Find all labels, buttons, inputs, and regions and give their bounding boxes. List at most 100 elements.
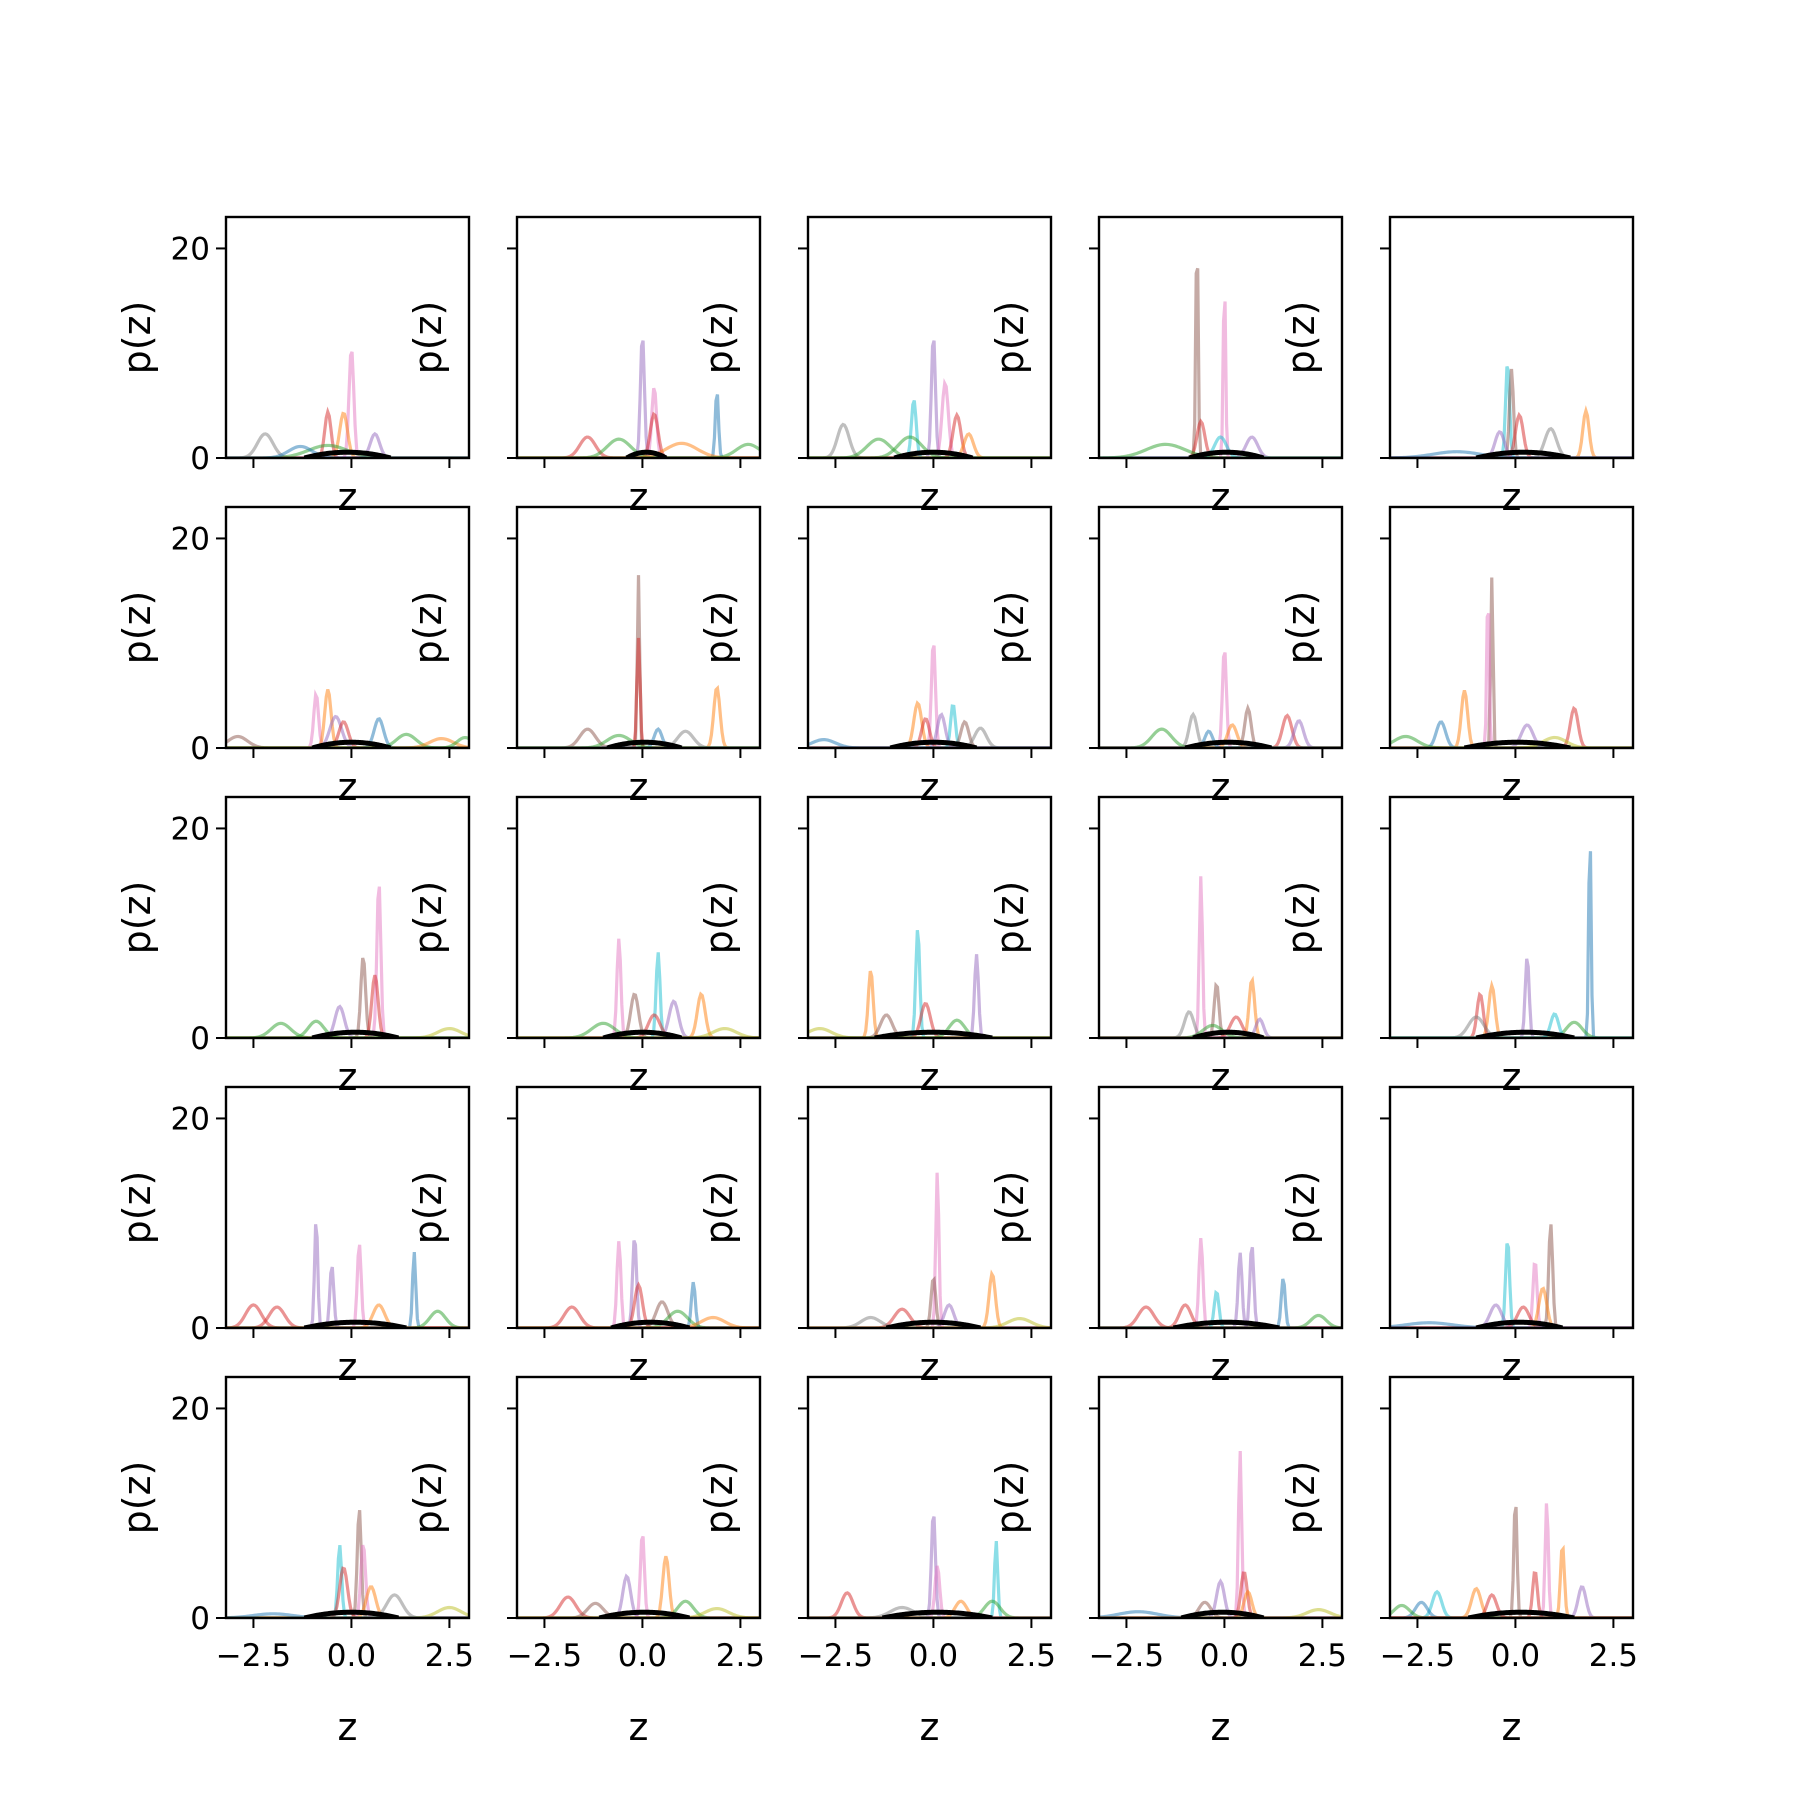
x-axis-label: z <box>629 765 649 809</box>
axes-frame <box>515 1085 762 1330</box>
x-axis-label: z <box>1502 765 1522 809</box>
reference-line <box>889 739 978 748</box>
y-axis-label: p(z) <box>115 1461 159 1535</box>
subplot-r3-c4: z p(z) <box>988 795 1344 1099</box>
x-axis-label: z <box>1211 1345 1231 1389</box>
series-line <box>808 1275 1051 1328</box>
series-line <box>226 1026 469 1038</box>
axes-frame <box>1097 1375 1344 1620</box>
y-axis-label: p(z) <box>988 881 1032 955</box>
series-line <box>517 1595 760 1618</box>
y-axis-label: p(z) <box>1279 1461 1323 1535</box>
series-line <box>517 340 760 458</box>
y-axis-label: p(z) <box>115 591 159 665</box>
reference-line <box>602 1029 683 1038</box>
y-axis-label: p(z) <box>406 301 450 375</box>
x-tick-label: 0.0 <box>1200 1638 1249 1674</box>
axes-frame <box>1388 1375 1635 1620</box>
reference-line <box>1172 1319 1280 1328</box>
series-line <box>226 1021 469 1038</box>
y-axis-label: p(z) <box>697 591 741 665</box>
x-axis-label: z <box>1502 1705 1522 1749</box>
axes-frame <box>806 795 1053 1040</box>
y-tick-label: 0 <box>190 731 210 767</box>
series-line <box>808 1516 1051 1618</box>
x-tick-label: 2.5 <box>1007 1638 1056 1674</box>
x-axis-label: z <box>338 475 358 519</box>
reference-line <box>881 1609 993 1618</box>
reference-line <box>303 1609 400 1618</box>
reference-line <box>606 739 683 748</box>
series-line <box>226 1305 469 1328</box>
x-axis-label: z <box>338 1705 358 1749</box>
y-axis-label: p(z) <box>697 881 741 955</box>
x-axis-label: z <box>1211 1055 1231 1099</box>
plot-area <box>1099 1238 1342 1328</box>
axes-frame <box>224 795 471 1040</box>
y-axis-label: p(z) <box>115 881 159 955</box>
axes-frame <box>224 505 471 750</box>
x-tick-label: 0.0 <box>909 1638 958 1674</box>
subplot-r1-c1: 0 20 z p(z) <box>115 215 471 519</box>
y-axis-label: p(z) <box>115 301 159 375</box>
series-line <box>517 1305 760 1328</box>
subplot-r2-c5: z p(z) <box>1279 505 1635 809</box>
y-axis-label: p(z) <box>988 591 1032 665</box>
series-line <box>226 1605 469 1618</box>
series-line <box>517 1535 760 1618</box>
reference-line <box>1467 1609 1575 1618</box>
subplot-r5-c2: −2.5 0.0 2.5 z p(z) <box>406 1375 765 1749</box>
series-line <box>1390 851 1633 1038</box>
y-tick-label: 0 <box>190 1311 210 1347</box>
series-line <box>1390 368 1633 458</box>
x-axis-label: z <box>1211 1705 1231 1749</box>
subplot-r2-c3: z p(z) <box>697 505 1053 809</box>
reference-line <box>311 739 392 748</box>
series-line <box>226 1309 469 1328</box>
reference-line <box>625 449 668 458</box>
reference-line <box>1463 739 1571 748</box>
subplot-r4-c2: z p(z) <box>406 1085 762 1389</box>
subplot-r2-c1: 0 20 z p(z) <box>115 505 471 809</box>
x-axis-label: z <box>338 1055 358 1099</box>
x-axis-label: z <box>1211 765 1231 809</box>
axes-frame <box>1097 795 1344 1040</box>
reference-line <box>893 449 974 458</box>
axes-frame <box>1388 1085 1635 1330</box>
x-tick-label: 2.5 <box>425 1638 474 1674</box>
x-axis-label: z <box>920 765 940 809</box>
subplot-r3-c3: z p(z) <box>697 795 1053 1099</box>
series-line <box>808 1001 1051 1038</box>
series-line <box>1099 1610 1342 1618</box>
series-line <box>1390 1600 1633 1618</box>
reference-line <box>1475 1319 1564 1328</box>
x-axis-label: z <box>920 1345 940 1389</box>
series-line <box>1390 366 1633 458</box>
y-axis-label: p(z) <box>988 1461 1032 1535</box>
y-tick-label: 0 <box>190 441 210 477</box>
x-tick-label: −2.5 <box>1380 1638 1455 1674</box>
y-axis-label: p(z) <box>115 1171 159 1245</box>
x-tick-label: 2.5 <box>716 1638 765 1674</box>
series-line <box>1099 1578 1342 1618</box>
x-tick-label: −2.5 <box>216 1638 291 1674</box>
reference-line <box>1188 449 1265 458</box>
series-line <box>226 1303 469 1328</box>
series-line <box>517 1239 760 1328</box>
series-line <box>1099 1608 1342 1618</box>
x-axis-label: z <box>920 1705 940 1749</box>
axes-frame <box>224 215 471 460</box>
subplot-r1-c5: z p(z) <box>1279 215 1635 519</box>
series-line <box>808 340 1051 458</box>
x-tick-label: 0.0 <box>1491 1638 1540 1674</box>
series-line <box>226 720 469 748</box>
series-line <box>808 422 1051 458</box>
series-line <box>517 1281 760 1328</box>
y-axis-label: p(z) <box>697 301 741 375</box>
series-line <box>808 1591 1051 1618</box>
axes-frame <box>806 1085 1053 1330</box>
x-axis-label: z <box>629 1705 649 1749</box>
x-axis-label: z <box>1211 475 1231 519</box>
subplot-r3-c1: 0 20 z p(z) <box>115 795 471 1099</box>
